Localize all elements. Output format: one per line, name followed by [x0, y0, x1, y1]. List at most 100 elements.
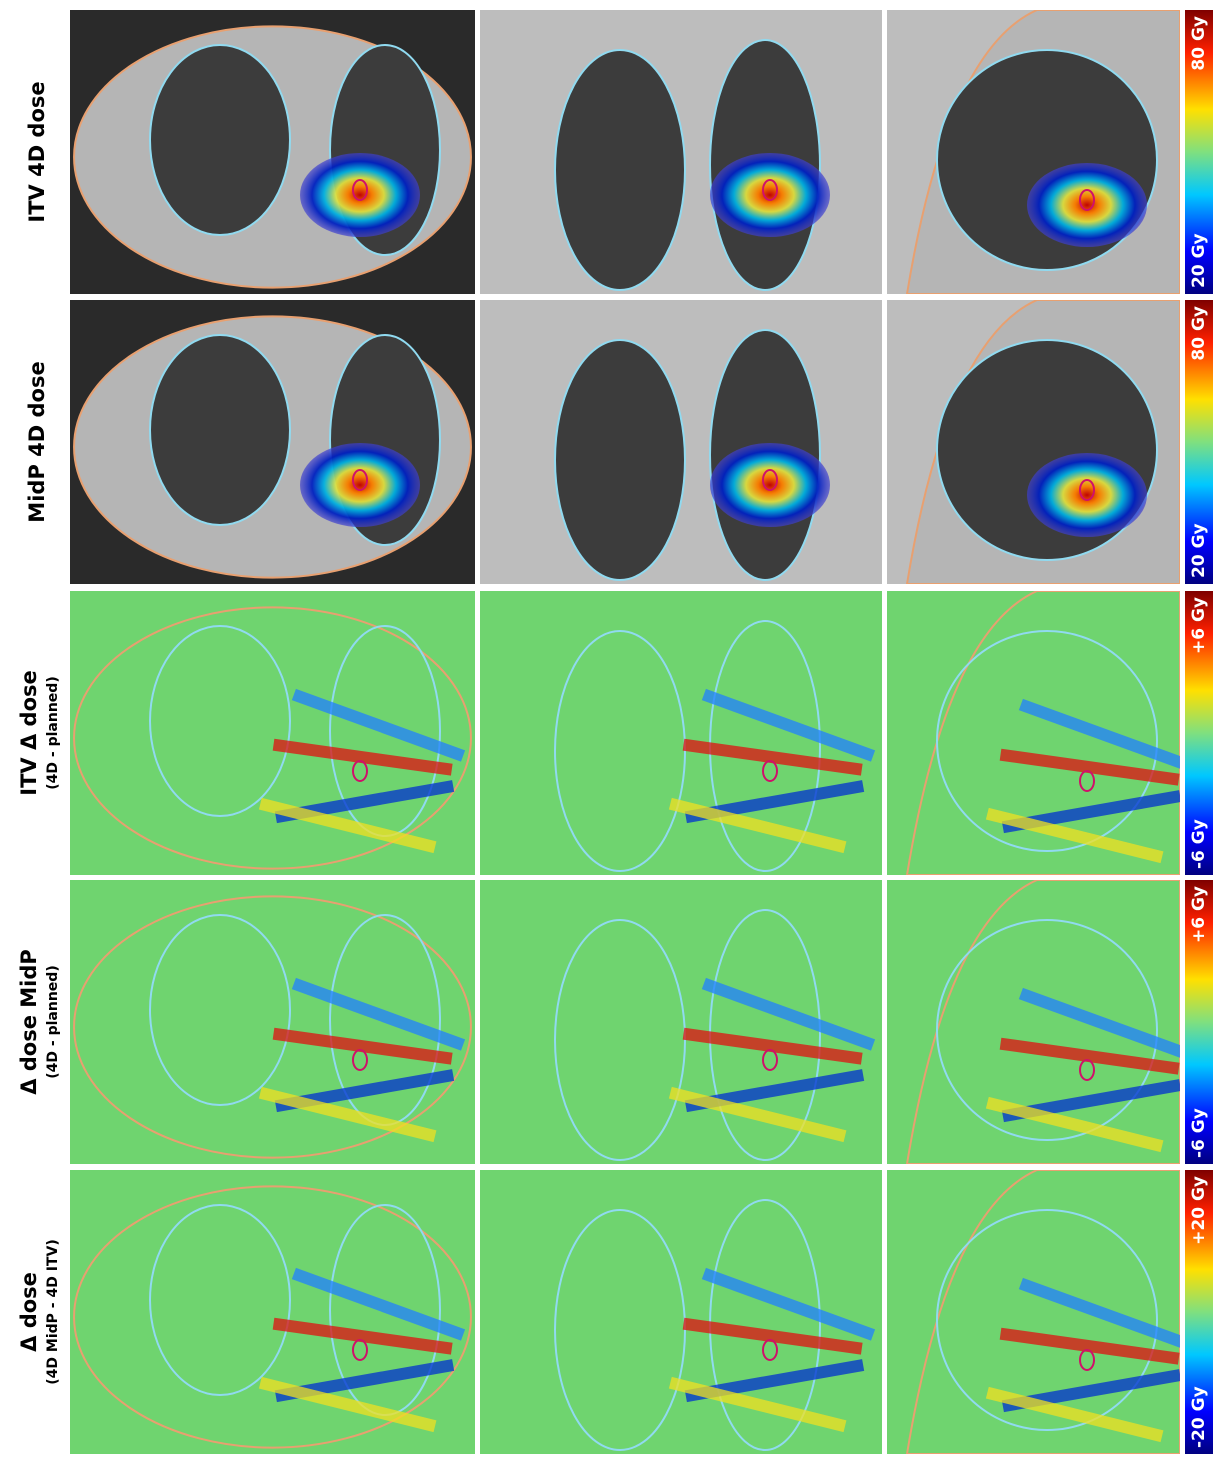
dose-band: [668, 1376, 847, 1433]
colorbar-high: 80 Gy: [1189, 16, 1209, 71]
colorbar-high: +6 Gy: [1189, 886, 1209, 943]
lung: [936, 1209, 1158, 1431]
panel: [480, 880, 882, 1164]
target: [352, 179, 368, 201]
lung: [554, 919, 686, 1161]
dose-band: [1018, 1277, 1180, 1351]
dose-band: [1018, 698, 1180, 772]
target: [352, 1049, 368, 1071]
dose-band: [272, 1317, 453, 1355]
target: [352, 1339, 368, 1361]
target: [352, 469, 368, 491]
panel: [887, 880, 1180, 1164]
row-label: Δ dose MidP: [17, 949, 41, 1095]
colorbar-low: 20 Gy: [1189, 233, 1209, 288]
dose-wash: [300, 153, 420, 237]
dose-band: [985, 807, 1164, 864]
target: [1079, 1349, 1095, 1371]
dose-wash: [1027, 163, 1147, 247]
target: [1079, 189, 1095, 211]
colorbar-low: -20 Gy: [1189, 1386, 1209, 1448]
panel: [887, 1170, 1180, 1454]
body: [73, 606, 472, 870]
panel: [480, 591, 882, 875]
dose-band: [701, 1267, 876, 1341]
target: [762, 469, 778, 491]
panel: [70, 300, 475, 584]
dose-band: [999, 1037, 1180, 1075]
dose-band: [258, 1376, 437, 1433]
body: [905, 1170, 1180, 1454]
dose-band: [682, 1027, 863, 1065]
row-sublabel: (4D - planned): [45, 676, 61, 789]
body: [905, 591, 1180, 875]
dose-band: [668, 797, 847, 854]
lung: [554, 339, 686, 581]
dose-wash: [1027, 453, 1147, 537]
dose-band: [668, 1086, 847, 1143]
lung: [149, 44, 291, 236]
dose-band: [272, 1027, 453, 1065]
row-label: ITV 4D dose: [25, 81, 49, 222]
panel: [887, 10, 1180, 294]
dose-wash: [300, 443, 420, 527]
panel: [70, 880, 475, 1164]
panel: [887, 591, 1180, 875]
dose-band: [985, 1386, 1164, 1443]
colorbar-low: -6 Gy: [1189, 819, 1209, 869]
panel: [70, 10, 475, 294]
lung: [554, 49, 686, 291]
row-label: Δ dose: [17, 1272, 41, 1352]
row-label: ITV Δ dose: [17, 670, 41, 795]
panel: [480, 300, 882, 584]
dose-wash: [710, 443, 830, 527]
dose-band: [682, 738, 863, 776]
colorbar-high: +6 Gy: [1189, 597, 1209, 654]
colorbar: [1185, 880, 1213, 1164]
lung: [936, 630, 1158, 852]
row-sublabel: (4D - planned): [45, 965, 61, 1078]
dose-wash: [710, 153, 830, 237]
target: [762, 1049, 778, 1071]
body: [73, 1185, 472, 1449]
dose-band: [682, 1317, 863, 1355]
panel: [70, 591, 475, 875]
lung: [554, 1209, 686, 1451]
colorbar-low: 20 Gy: [1189, 523, 1209, 578]
panel-bg: [887, 1170, 1180, 1454]
panel: [480, 10, 882, 294]
colorbar-high: 80 Gy: [1189, 306, 1209, 361]
target: [352, 760, 368, 782]
row-label: MidP 4D dose: [25, 361, 49, 522]
dose-band: [291, 977, 466, 1051]
target: [1079, 770, 1095, 792]
panel: [887, 300, 1180, 584]
panel-bg: [887, 591, 1180, 875]
body: [905, 880, 1180, 1164]
panel-bg: [887, 880, 1180, 1164]
lung: [554, 630, 686, 872]
dose-band: [291, 1267, 466, 1341]
colorbar: [1185, 10, 1213, 294]
lung: [149, 1204, 291, 1396]
colorbar: [1185, 300, 1213, 584]
target: [762, 179, 778, 201]
colorbar-high: +20 Gy: [1189, 1176, 1209, 1245]
dose-band: [272, 738, 453, 776]
lung: [149, 334, 291, 526]
panel: [480, 1170, 882, 1454]
colorbar-low: -6 Gy: [1189, 1108, 1209, 1158]
dose-band: [258, 1086, 437, 1143]
row-sublabel: (4D MidP - 4D ITV): [45, 1239, 61, 1384]
target: [762, 1339, 778, 1361]
target: [1079, 1059, 1095, 1081]
colorbar: [1185, 1170, 1213, 1454]
target: [762, 760, 778, 782]
dose-band: [1018, 987, 1180, 1061]
dose-band: [999, 1327, 1180, 1365]
body: [73, 895, 472, 1159]
dose-band: [985, 1096, 1164, 1153]
dose-band: [291, 688, 466, 762]
lung: [936, 919, 1158, 1141]
